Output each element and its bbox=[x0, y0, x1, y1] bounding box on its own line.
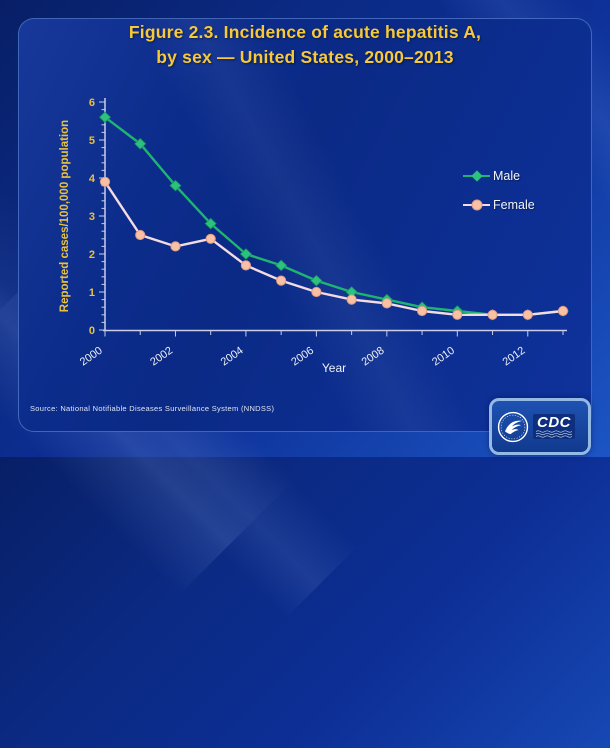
chart-legend: Male Female bbox=[463, 167, 535, 225]
source-text: Source: National Notifiable Diseases Sur… bbox=[30, 404, 275, 413]
legend-item-female: Female bbox=[463, 196, 535, 214]
legend-label-female: Female bbox=[493, 198, 535, 212]
svg-text:6: 6 bbox=[89, 97, 95, 109]
svg-text:Reported cases/100,000 populat: Reported cases/100,000 population bbox=[59, 120, 71, 312]
chart-title-line1: Figure 2.3. Incidence of acute hepatitis… bbox=[128, 22, 482, 42]
svg-text:2002: 2002 bbox=[148, 345, 175, 369]
legend-item-male: Male bbox=[463, 167, 535, 185]
chart-title-line2: by sex — United States, 2000–2013 bbox=[156, 47, 454, 68]
female-circle-marker-icon bbox=[471, 199, 482, 211]
svg-text:0: 0 bbox=[89, 325, 95, 337]
chart-title: Figure 2.3. Incidence of acute hepatitis… bbox=[0, 20, 610, 71]
cdc-wave-lines-icon bbox=[536, 430, 572, 438]
svg-text:1: 1 bbox=[89, 287, 95, 299]
line-chart: 0 1 2 3 4 5 6 2000 2002 2004 2006 2008 2010 2012 Year R… bbox=[59, 97, 569, 375]
male-line-sample bbox=[463, 170, 490, 182]
svg-text:2008: 2008 bbox=[360, 345, 387, 369]
svg-text:4: 4 bbox=[89, 173, 96, 185]
svg-text:2004: 2004 bbox=[219, 345, 246, 369]
hhs-eagle-icon bbox=[497, 411, 529, 442]
content-panel bbox=[18, 18, 592, 432]
svg-text:2010: 2010 bbox=[430, 345, 457, 369]
svg-text:3: 3 bbox=[89, 211, 95, 223]
svg-text:2012: 2012 bbox=[501, 345, 528, 369]
male-diamond-marker-icon bbox=[470, 170, 483, 182]
svg-text:2000: 2000 bbox=[78, 345, 105, 369]
legend-label-male: Male bbox=[493, 169, 521, 183]
svg-text:2: 2 bbox=[89, 249, 95, 261]
female-line-sample bbox=[463, 199, 490, 211]
cdc-wordmark: CDC bbox=[533, 414, 575, 439]
svg-text:5: 5 bbox=[89, 135, 95, 147]
cdc-text: CDC bbox=[537, 414, 571, 431]
cdc-logo: CDC bbox=[489, 398, 591, 455]
svg-text:2006: 2006 bbox=[289, 345, 316, 369]
svg-text:Year: Year bbox=[322, 361, 346, 375]
